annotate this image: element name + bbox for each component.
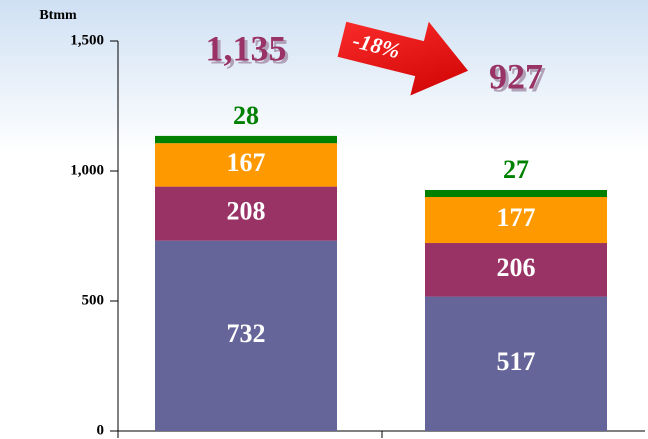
bar-segment	[155, 186, 337, 241]
segment-label: 732	[227, 319, 266, 348]
y-tick-label: 0	[97, 422, 105, 438]
total-label-shadow: 927	[492, 59, 546, 99]
bar-segment	[425, 243, 607, 297]
bar-segment	[155, 135, 337, 144]
segment-label: 517	[497, 347, 536, 376]
total-label-shadow: 1,135	[209, 31, 290, 71]
arrow-shape	[337, 21, 469, 96]
segment-label: 27	[503, 155, 529, 184]
total-label: 927	[489, 56, 543, 96]
bar-segment	[155, 143, 337, 187]
y-tick-label: 1,000	[70, 162, 104, 178]
bar-segment	[425, 296, 607, 431]
y-tick-label: 1,500	[70, 32, 104, 48]
segment-label: 208	[227, 197, 266, 226]
bar-segment	[155, 240, 337, 431]
segment-label: 167	[227, 148, 266, 177]
total-label: 1,135	[206, 28, 287, 68]
y-tick-label: 500	[82, 292, 105, 308]
y-axis-label: Btmm	[39, 8, 77, 23]
bar-segment	[425, 197, 607, 244]
segment-label: 177	[497, 203, 536, 232]
bar-segment	[425, 189, 607, 197]
segment-label: 28	[233, 101, 259, 130]
segment-label: 206	[497, 253, 536, 282]
